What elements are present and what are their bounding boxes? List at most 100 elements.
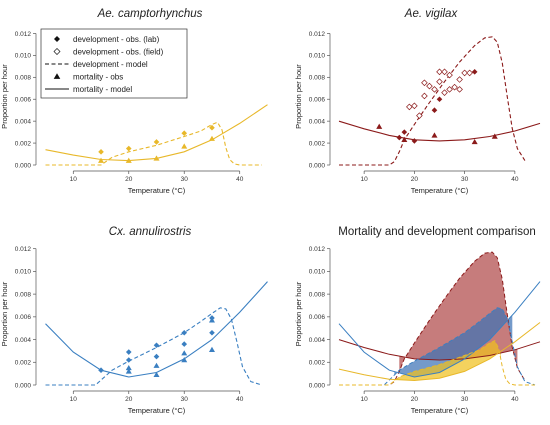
y-axis-label: Proportion per hour: [294, 281, 303, 346]
development-obs-lab-point: [401, 129, 408, 135]
mortality-obs-point: [208, 317, 215, 323]
development-obs-lab-point: [153, 139, 160, 145]
x-tick-label: 20: [125, 176, 133, 183]
development-obs-field-point: [456, 76, 463, 83]
development-obs-field-point: [416, 112, 423, 119]
mortality-obs-point: [431, 132, 438, 138]
mortality-model-line: [338, 120, 541, 142]
mortality-obs-point: [181, 350, 188, 356]
x-tick-label: 30: [181, 396, 189, 403]
y-tick-label: 0.010: [15, 269, 32, 276]
x-tick-label: 10: [70, 176, 78, 183]
development-obs-field-point: [421, 79, 428, 87]
panel-title: Ae. vigilax: [404, 8, 459, 20]
development-obs-lab-point: [471, 69, 478, 75]
y-tick-label: 0.000: [15, 382, 32, 389]
mortality-obs-point: [376, 123, 383, 129]
x-tick-label: 40: [511, 176, 519, 183]
y-axis-label: Proportion per hour: [0, 281, 9, 346]
mortality-model-line: [338, 281, 541, 378]
mortality-obs-point: [208, 135, 215, 141]
legend-label: development - model: [73, 60, 148, 69]
y-tick-label: 0.004: [15, 118, 32, 125]
mortality-obs-point: [208, 346, 215, 352]
development-model-line: [45, 121, 262, 166]
x-tick-label: 30: [461, 396, 469, 403]
development-obs-lab-point: [153, 353, 160, 360]
panel-title: Mortality and development comparison: [338, 226, 536, 238]
x-axis-label: Temperature (°C): [128, 186, 186, 195]
development-obs-field-point: [456, 86, 463, 93]
development-obs-lab-point: [411, 138, 418, 144]
x-axis-label: Temperature (°C): [411, 406, 469, 415]
development-obs-field-point: [446, 86, 453, 93]
x-tick-label: 10: [361, 396, 369, 403]
panel-cmp: Mortality and development comparison 10 20…: [294, 226, 541, 415]
development-obs-field-point: [446, 71, 453, 79]
y-tick-label: 0.008: [309, 75, 326, 82]
x-axis-label: Temperature (°C): [411, 186, 469, 195]
mortality-obs-point: [401, 136, 408, 142]
legend-label: development - obs. (lab): [73, 35, 160, 44]
development-obs-lab-point: [125, 349, 132, 355]
x-tick-label: 30: [461, 176, 469, 183]
development-obs-lab-point: [431, 107, 438, 113]
development-obs-lab-point: [209, 124, 215, 131]
x-axis-label: Temperature (°C): [128, 406, 186, 415]
development-model-line: [339, 340, 535, 386]
mortality-model-line: [338, 322, 541, 382]
development-model-line: [339, 307, 536, 386]
development-model-line: [45, 307, 263, 386]
mortality-obs-point: [181, 143, 188, 149]
legend-marker: [53, 73, 61, 79]
legend-label: mortality - model: [73, 85, 132, 94]
mortality-model-line: [45, 104, 268, 162]
panel-title: Ae. camptorhynchus: [97, 8, 203, 20]
x-tick-label: 20: [125, 396, 133, 403]
development-obs-lab-point: [396, 134, 403, 141]
legend-marker: [54, 36, 60, 42]
y-tick-label: 0.012: [309, 246, 326, 253]
development-obs-lab-point: [125, 357, 132, 363]
mortality-obs-point: [153, 155, 160, 161]
development-obs-field-point: [441, 68, 448, 76]
y-tick-label: 0.006: [309, 314, 326, 321]
y-tick-label: 0.008: [15, 291, 32, 298]
comparison-area: [394, 341, 501, 381]
development-obs-lab-point: [209, 329, 215, 336]
x-tick-label: 40: [511, 396, 519, 403]
panels: Ae. camptorhynchus 10 20 30 40 0.000 0.002 0.00…: [0, 8, 541, 415]
development-obs-field-point: [451, 83, 458, 91]
panel-cx: Cx. annulirostris 10 20 30 40 0.000 0.002 0.004…: [0, 226, 268, 415]
mortality-obs-point: [491, 133, 498, 139]
y-tick-label: 0.008: [15, 75, 32, 82]
development-obs-field-point: [421, 92, 428, 100]
development-obs-field-point: [466, 69, 473, 77]
mortality-obs-point: [153, 371, 160, 377]
legend: development - obs. (lab) development - ob…: [40, 28, 188, 99]
development-obs-field-point: [441, 89, 448, 96]
development-obs-field-point: [426, 82, 433, 90]
y-tick-label: 0.012: [15, 31, 32, 38]
y-tick-label: 0.010: [309, 53, 326, 60]
x-tick-label: 20: [411, 396, 419, 403]
panel-vig: Ae. vigilax 10 20 30 40 0.000 0.002 0.004 0.006 0…: [294, 8, 541, 195]
mortality-obs-point: [471, 138, 478, 145]
y-tick-label: 0.006: [15, 314, 32, 321]
development-obs-field-point: [406, 103, 413, 111]
development-obs-field-point: [431, 86, 438, 93]
y-tick-label: 0.002: [15, 360, 32, 367]
development-obs-lab-point: [181, 341, 188, 347]
x-tick-label: 30: [181, 176, 189, 183]
x-tick-label: 40: [236, 396, 244, 403]
y-tick-label: 0.004: [309, 118, 326, 125]
development-obs-lab-point: [98, 149, 104, 155]
development-model-line: [339, 36, 526, 166]
mortality-obs-point: [153, 362, 160, 368]
y-tick-label: 0.010: [309, 269, 326, 276]
mortality-obs-point: [125, 364, 132, 371]
panel-camp: Ae. camptorhynchus 10 20 30 40 0.000 0.002 0.00…: [0, 8, 268, 195]
development-obs-lab-point: [125, 145, 132, 152]
y-tick-label: 0.000: [309, 162, 326, 169]
y-tick-label: 0.010: [15, 53, 32, 60]
